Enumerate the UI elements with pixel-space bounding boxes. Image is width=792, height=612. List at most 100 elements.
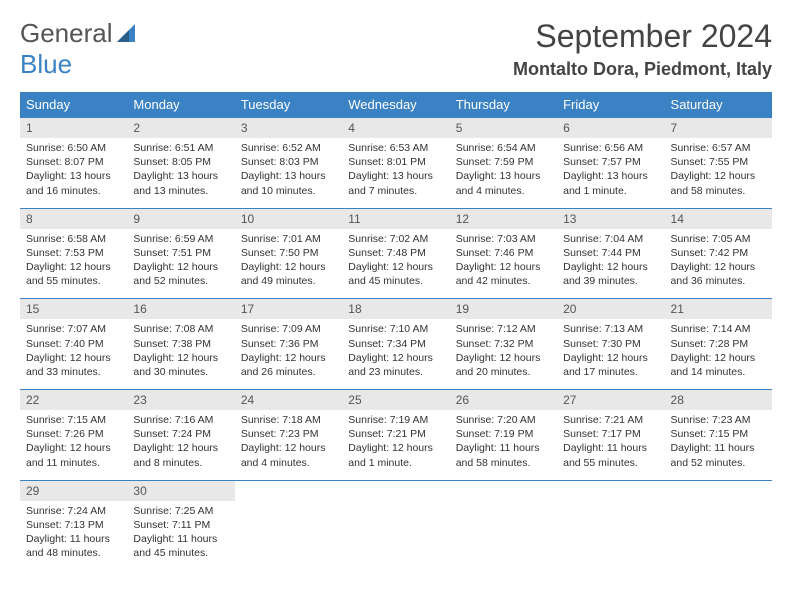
daylight2: and 4 minutes.: [456, 184, 551, 198]
logo-part1: General: [20, 18, 113, 48]
sunrise: Sunrise: 7:25 AM: [133, 504, 228, 518]
sunrise: Sunrise: 6:50 AM: [26, 141, 121, 155]
day-number: 21: [665, 299, 772, 320]
sunrise: Sunrise: 6:53 AM: [348, 141, 443, 155]
day-cell: Sunrise: 7:23 AMSunset: 7:15 PMDaylight:…: [665, 410, 772, 480]
daylight: Daylight: 13 hours: [563, 169, 658, 183]
sunrise: Sunrise: 6:54 AM: [456, 141, 551, 155]
daylight: Daylight: 12 hours: [241, 260, 336, 274]
day-cell: [665, 501, 772, 571]
sunrise: Sunrise: 7:02 AM: [348, 232, 443, 246]
day-number: 5: [450, 118, 557, 139]
day-number: [557, 480, 664, 501]
daylight2: and 1 minute.: [563, 184, 658, 198]
day-number: 8: [20, 208, 127, 229]
daylight2: and 42 minutes.: [456, 274, 551, 288]
day-cell: Sunrise: 7:12 AMSunset: 7:32 PMDaylight:…: [450, 319, 557, 389]
day-cell: Sunrise: 7:21 AMSunset: 7:17 PMDaylight:…: [557, 410, 664, 480]
day-cell: Sunrise: 7:07 AMSunset: 7:40 PMDaylight:…: [20, 319, 127, 389]
day-cell: Sunrise: 6:58 AMSunset: 7:53 PMDaylight:…: [20, 229, 127, 299]
day-cell: Sunrise: 7:04 AMSunset: 7:44 PMDaylight:…: [557, 229, 664, 299]
daylight: Daylight: 11 hours: [133, 532, 228, 546]
day-number: 19: [450, 299, 557, 320]
daylight2: and 45 minutes.: [348, 274, 443, 288]
sunset: Sunset: 7:48 PM: [348, 246, 443, 260]
daylight: Daylight: 12 hours: [348, 351, 443, 365]
day-header: Sunday: [20, 92, 127, 118]
daylight2: and 20 minutes.: [456, 365, 551, 379]
day-cell: Sunrise: 7:13 AMSunset: 7:30 PMDaylight:…: [557, 319, 664, 389]
sunset: Sunset: 7:34 PM: [348, 337, 443, 351]
daylight2: and 30 minutes.: [133, 365, 228, 379]
daylight: Daylight: 12 hours: [671, 169, 766, 183]
sunrise: Sunrise: 7:01 AM: [241, 232, 336, 246]
daylight: Daylight: 12 hours: [671, 260, 766, 274]
sunrise: Sunrise: 6:51 AM: [133, 141, 228, 155]
sunset: Sunset: 8:01 PM: [348, 155, 443, 169]
daylight2: and 52 minutes.: [671, 456, 766, 470]
daylight2: and 55 minutes.: [563, 456, 658, 470]
sunrise: Sunrise: 7:15 AM: [26, 413, 121, 427]
daylight: Daylight: 12 hours: [348, 441, 443, 455]
day-cell: Sunrise: 7:09 AMSunset: 7:36 PMDaylight:…: [235, 319, 342, 389]
daylight: Daylight: 13 hours: [348, 169, 443, 183]
day-number: 1: [20, 118, 127, 139]
sunrise: Sunrise: 7:16 AM: [133, 413, 228, 427]
day-number: 14: [665, 208, 772, 229]
day-header: Monday: [127, 92, 234, 118]
daylight: Daylight: 11 hours: [456, 441, 551, 455]
daylight2: and 8 minutes.: [133, 456, 228, 470]
day-number: 20: [557, 299, 664, 320]
day-number: [450, 480, 557, 501]
sunrise: Sunrise: 6:56 AM: [563, 141, 658, 155]
day-cell: Sunrise: 7:25 AMSunset: 7:11 PMDaylight:…: [127, 501, 234, 571]
daylight: Daylight: 13 hours: [26, 169, 121, 183]
sunset: Sunset: 7:28 PM: [671, 337, 766, 351]
daylight: Daylight: 12 hours: [671, 351, 766, 365]
day-number: 18: [342, 299, 449, 320]
day-header: Friday: [557, 92, 664, 118]
sunset: Sunset: 7:17 PM: [563, 427, 658, 441]
sunrise: Sunrise: 7:03 AM: [456, 232, 551, 246]
sunrise: Sunrise: 6:57 AM: [671, 141, 766, 155]
day-number: 26: [450, 390, 557, 411]
daylight2: and 17 minutes.: [563, 365, 658, 379]
day-number: 17: [235, 299, 342, 320]
daylight2: and 26 minutes.: [241, 365, 336, 379]
day-cell: [557, 501, 664, 571]
day-cell: Sunrise: 6:51 AMSunset: 8:05 PMDaylight:…: [127, 138, 234, 208]
day-number: 9: [127, 208, 234, 229]
day-number: 15: [20, 299, 127, 320]
daylight2: and 58 minutes.: [456, 456, 551, 470]
day-cell: Sunrise: 6:53 AMSunset: 8:01 PMDaylight:…: [342, 138, 449, 208]
daylight2: and 16 minutes.: [26, 184, 121, 198]
sunset: Sunset: 7:19 PM: [456, 427, 551, 441]
day-cell: Sunrise: 6:52 AMSunset: 8:03 PMDaylight:…: [235, 138, 342, 208]
daylight: Daylight: 12 hours: [563, 260, 658, 274]
daylight: Daylight: 11 hours: [563, 441, 658, 455]
daylight: Daylight: 12 hours: [26, 260, 121, 274]
sunrise: Sunrise: 6:58 AM: [26, 232, 121, 246]
sunrise: Sunrise: 6:52 AM: [241, 141, 336, 155]
daylight: Daylight: 11 hours: [671, 441, 766, 455]
sunset: Sunset: 7:23 PM: [241, 427, 336, 441]
day-cell: Sunrise: 7:15 AMSunset: 7:26 PMDaylight:…: [20, 410, 127, 480]
day-number: 4: [342, 118, 449, 139]
day-cell: Sunrise: 7:02 AMSunset: 7:48 PMDaylight:…: [342, 229, 449, 299]
day-number: 22: [20, 390, 127, 411]
daylight: Daylight: 12 hours: [26, 351, 121, 365]
day-cell: [235, 501, 342, 571]
daylight: Daylight: 12 hours: [133, 351, 228, 365]
day-number: 23: [127, 390, 234, 411]
day-cell: Sunrise: 7:03 AMSunset: 7:46 PMDaylight:…: [450, 229, 557, 299]
sunset: Sunset: 7:53 PM: [26, 246, 121, 260]
daylight: Daylight: 12 hours: [133, 441, 228, 455]
daylight2: and 58 minutes.: [671, 184, 766, 198]
sunrise: Sunrise: 7:19 AM: [348, 413, 443, 427]
day-number: 27: [557, 390, 664, 411]
title-block: September 2024 Montalto Dora, Piedmont, …: [513, 18, 772, 80]
daylight2: and 4 minutes.: [241, 456, 336, 470]
day-cell: Sunrise: 6:56 AMSunset: 7:57 PMDaylight:…: [557, 138, 664, 208]
daylight: Daylight: 12 hours: [456, 260, 551, 274]
day-cell: Sunrise: 6:50 AMSunset: 8:07 PMDaylight:…: [20, 138, 127, 208]
